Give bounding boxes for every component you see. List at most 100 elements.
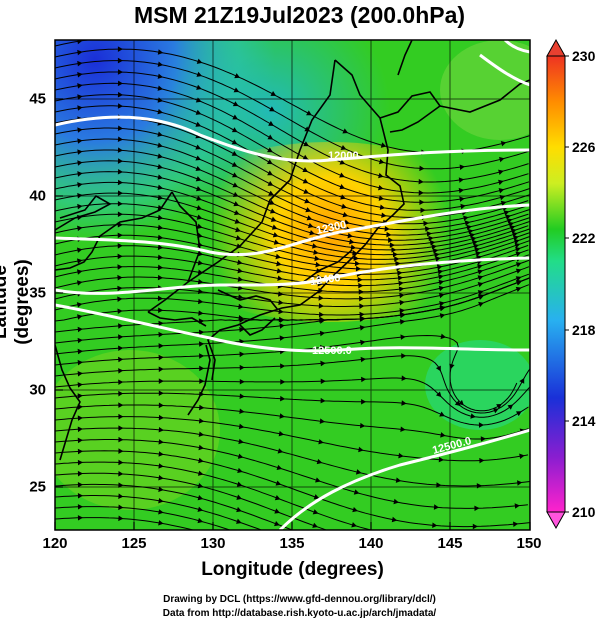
streamline-arrowhead (239, 326, 245, 333)
streamline-arrowhead (449, 363, 455, 370)
streamline-arrowhead (342, 128, 349, 134)
streamline-arrowhead (280, 363, 286, 369)
streamline-arrowhead (77, 94, 83, 100)
streamline-arrowhead (77, 182, 83, 188)
streamline-arrowhead (352, 250, 358, 256)
streamline-arrowhead (199, 365, 205, 372)
streamline-arrowhead (267, 170, 273, 176)
streamline-arrowhead (320, 378, 326, 385)
streamline-arrowhead (158, 427, 164, 433)
streamline-arrowhead (312, 243, 318, 249)
streamline-arrowhead (278, 299, 284, 306)
streamline-arrowhead (470, 413, 476, 419)
geopotential-contours (55, 40, 530, 530)
streamline-arrowhead (118, 493, 124, 500)
streamline-arrowhead (339, 184, 346, 190)
streamline-arrowhead (157, 254, 164, 261)
colorbar-label: 210 (572, 504, 596, 520)
streamline-arrowhead (268, 190, 274, 196)
streamline-arrowhead (399, 299, 405, 306)
streamline-arrowhead (118, 323, 124, 329)
streamline-arrowhead (195, 109, 202, 115)
streamline-arrowhead (239, 338, 245, 345)
streamline (55, 192, 529, 256)
contour-12000 (55, 115, 530, 163)
streamline-arrowhead (398, 286, 405, 292)
streamline-arrowhead (342, 211, 349, 218)
streamline-arrowhead (278, 308, 284, 315)
streamline-arrowhead (118, 390, 124, 397)
streamline-arrowhead (459, 164, 465, 171)
contour-label-4: 12500.0 (312, 345, 352, 357)
streamline-arrowhead (437, 269, 444, 275)
streamline-arrowhead (428, 235, 434, 242)
x-tick-label: 140 (358, 535, 384, 552)
streamline-arrowhead (117, 147, 124, 153)
streamline-arrowhead (239, 364, 245, 371)
streamline-arrowhead (276, 260, 282, 267)
streamline-arrowhead (197, 260, 204, 266)
streamline-arrowhead (359, 311, 365, 318)
streamline-arrowhead (118, 482, 124, 488)
streamline-arrowhead (158, 390, 164, 396)
streamline-arrowhead (278, 430, 285, 437)
streamline-arrowhead (499, 156, 505, 163)
streamline-arrowhead (117, 243, 123, 249)
streamline-arrowhead (118, 425, 124, 431)
streamline-arrowhead (117, 136, 124, 143)
streamline-arrowhead (397, 270, 403, 276)
streamline (55, 427, 530, 487)
streamline-arrowhead (157, 184, 164, 191)
streamline (55, 416, 529, 462)
streamline (55, 273, 530, 316)
streamline-arrowhead (279, 413, 285, 419)
streamline-arrowhead (438, 279, 445, 286)
streamline-arrowhead (234, 218, 241, 224)
streamline-arrowhead (398, 452, 404, 459)
y-tick-label: 25 (29, 478, 46, 496)
streamline (55, 249, 529, 287)
streamline-arrowhead (359, 295, 365, 302)
tick-marks (54, 98, 531, 530)
streamline-arrowhead (506, 218, 513, 224)
streamline-arrowhead (340, 144, 347, 150)
streamline-arrowhead (237, 267, 243, 274)
streamline-arrowhead (439, 301, 445, 307)
streamline-arrowhead (477, 275, 484, 281)
streamline-arrowhead (505, 214, 511, 220)
streamline-arrowhead (515, 286, 522, 292)
streamline-arrowhead (401, 353, 407, 359)
streamline-arrowhead (195, 186, 202, 192)
streamline-arrowhead (196, 58, 203, 64)
streamline-arrowhead (498, 169, 504, 175)
streamline-arrowhead (158, 486, 164, 493)
streamline-arrowhead (438, 274, 444, 280)
streamline-arrowhead (378, 195, 385, 201)
streamline-arrowhead (198, 310, 204, 316)
streamline-arrowhead (440, 333, 447, 340)
colorbar-label: 214 (572, 413, 596, 429)
streamline-arrowhead (77, 415, 83, 421)
streamline-arrowhead (118, 436, 124, 443)
streamline-arrowhead (197, 288, 204, 295)
streamline-arrowhead (479, 457, 485, 464)
streamline-arrowhead (353, 255, 359, 262)
streamline-arrowhead (158, 320, 164, 327)
streamline-arrowhead (196, 195, 202, 201)
streamline-arrowhead (470, 236, 477, 242)
streamline-arrowhead (435, 365, 441, 372)
streamline-arrowhead (196, 214, 203, 220)
streamline-arrowhead (157, 174, 164, 180)
x-tick-label: 125 (121, 535, 147, 552)
streamline-arrowhead (399, 308, 405, 314)
streamline-arrowhead (231, 127, 238, 133)
streamline-arrowhead (117, 169, 124, 175)
contour-12500-north (55, 303, 530, 353)
streamline-arrowhead (158, 402, 164, 409)
streamline-arrowhead (237, 276, 244, 282)
streamline-arrowhead (498, 179, 504, 186)
streamline-arrowhead (380, 142, 387, 148)
streamline-arrowhead (395, 477, 402, 483)
streamline-arrowhead (237, 453, 244, 459)
